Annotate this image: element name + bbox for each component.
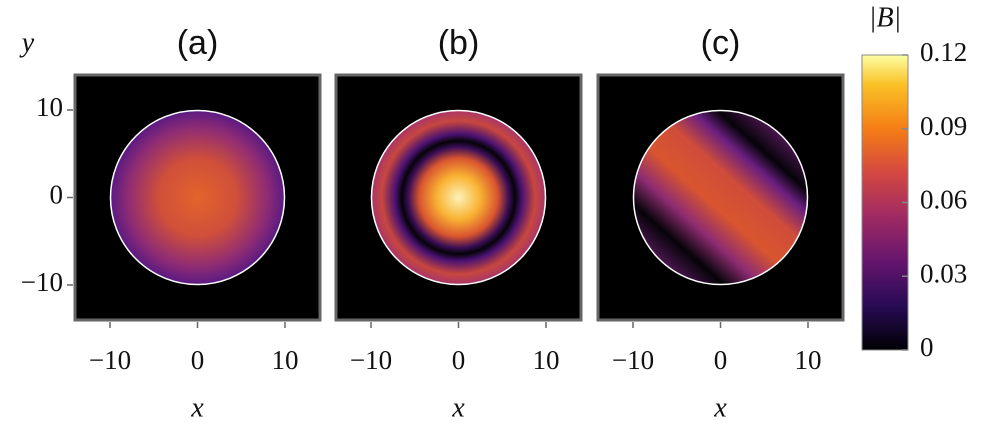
colorbar-tick-label: 0: [920, 332, 934, 362]
y-axis-label: y: [19, 27, 35, 58]
x-tick-label: 10: [272, 345, 299, 375]
field-disk: [370, 109, 547, 286]
panel-title: (c): [701, 24, 741, 62]
plot-frame: [596, 73, 845, 322]
field-disk: [632, 109, 809, 286]
y-tick-label: 0: [50, 180, 64, 210]
plot-frame: [334, 73, 583, 322]
x-tick-label: 10: [533, 345, 560, 375]
x-tick-label: 0: [191, 345, 205, 375]
panel-title: (a): [177, 24, 219, 62]
colorbar-tick-label: 0.03: [920, 258, 967, 288]
plot-frame: [73, 73, 322, 322]
x-axis-label: x: [713, 392, 727, 423]
y-tick-label: 10: [36, 92, 63, 122]
x-axis-label: x: [190, 392, 204, 423]
x-tick-label: 0: [452, 345, 466, 375]
colorbar-tick-label: 0.06: [920, 185, 967, 215]
colorbar-tick-label: 0.09: [920, 111, 967, 141]
x-tick-label: 0: [714, 345, 728, 375]
x-axis-label: x: [451, 392, 465, 423]
colorbar-tick-label: 0.12: [920, 37, 967, 67]
field-disk: [109, 109, 286, 286]
colorbar-title: |B|: [869, 2, 902, 33]
x-tick-label: 10: [795, 345, 822, 375]
x-tick-label: −10: [350, 345, 392, 375]
panel-title: (b): [438, 24, 480, 62]
x-tick-label: −10: [612, 345, 654, 375]
x-tick-label: −10: [89, 345, 131, 375]
colorbar: [861, 54, 909, 351]
y-tick-label: −10: [21, 267, 63, 297]
